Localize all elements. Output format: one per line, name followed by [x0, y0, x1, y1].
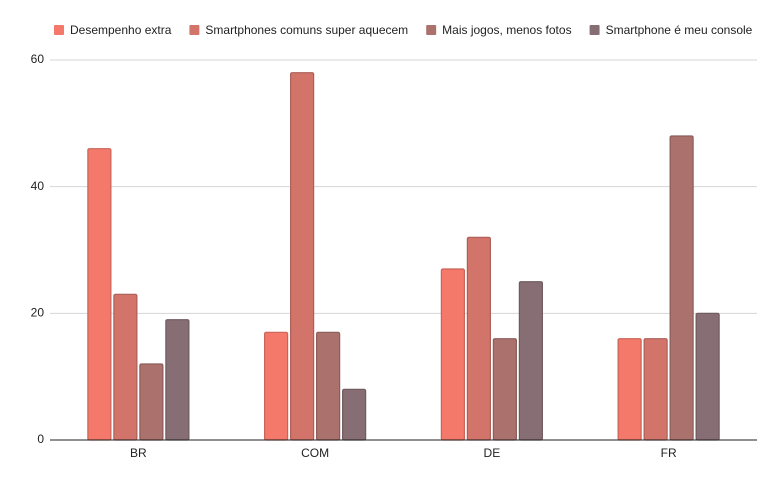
x-tick-label-br: BR: [130, 446, 147, 460]
bar-fr-smartphone-e-meu-console[interactable]: [695, 312, 720, 441]
bar-fr-smartphones-comuns-super-aquecem[interactable]: [643, 338, 668, 441]
bar-com-smartphones-comuns-super-aquecem[interactable]: [290, 72, 315, 441]
legend-label: Desempenho extra: [70, 23, 172, 37]
bar-com-mais-jogos-menos-fotos[interactable]: [316, 331, 341, 441]
bar-br-smartphones-comuns-super-aquecem[interactable]: [113, 293, 138, 441]
y-tick-label: 20: [31, 306, 45, 320]
legend-item-desempenho-extra[interactable]: Desempenho extra: [54, 23, 172, 37]
bar-br-smartphone-e-meu-console[interactable]: [165, 319, 190, 441]
legend-swatch: [54, 25, 64, 35]
y-tick-label: 60: [31, 52, 45, 66]
y-tick-label: 0: [37, 432, 44, 446]
gridlines: 0 20 40 60: [31, 52, 757, 446]
legend: Desempenho extra Smartphones comuns super…: [54, 23, 753, 37]
axes: BR COM DE FR: [50, 439, 757, 460]
bar-fr-desempenho-extra[interactable]: [617, 338, 642, 441]
legend-item-smartphone-e-meu-console[interactable]: Smartphone é meu console: [589, 23, 753, 37]
legend-label: Mais jogos, menos fotos: [442, 23, 571, 37]
x-tick-label-com: COM: [301, 446, 329, 460]
legend-item-mais-jogos-menos-fotos[interactable]: Mais jogos, menos fotos: [426, 23, 572, 37]
x-tick-label-fr: FR: [661, 446, 677, 460]
legend-item-smartphones-comuns-super-aquecem[interactable]: Smartphones comuns super aquecem: [189, 23, 408, 37]
bar-fr-mais-jogos-menos-fotos[interactable]: [669, 135, 694, 441]
bars: [87, 72, 720, 441]
bar-com-smartphone-e-meu-console[interactable]: [342, 388, 367, 441]
bar-de-smartphones-comuns-super-aquecem[interactable]: [466, 236, 491, 441]
legend-label: Smartphones comuns super aquecem: [205, 23, 408, 37]
legend-swatch: [189, 25, 200, 35]
x-tick-label-de: DE: [484, 446, 501, 460]
bar-de-desempenho-extra[interactable]: [440, 268, 465, 441]
y-tick-label: 40: [31, 179, 45, 193]
bar-com-desempenho-extra[interactable]: [264, 331, 289, 441]
bar-br-desempenho-extra[interactable]: [87, 148, 112, 441]
bar-br-mais-jogos-menos-fotos[interactable]: [139, 363, 164, 441]
legend-label: Smartphone é meu console: [606, 23, 753, 37]
legend-swatch: [426, 25, 437, 35]
bar-de-smartphone-e-meu-console[interactable]: [518, 281, 543, 441]
legend-swatch: [589, 25, 600, 35]
bar-de-mais-jogos-menos-fotos[interactable]: [492, 338, 517, 441]
